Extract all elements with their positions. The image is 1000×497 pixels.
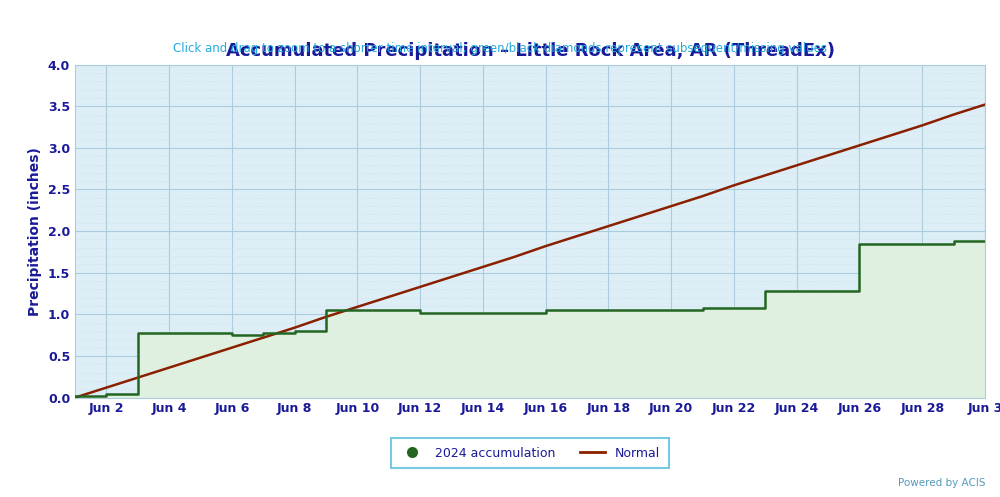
Legend: 2024 accumulation, Normal: 2024 accumulation, Normal xyxy=(395,442,665,465)
Y-axis label: Precipitation (inches): Precipitation (inches) xyxy=(28,147,42,316)
Text: Powered by ACIS: Powered by ACIS xyxy=(898,478,985,488)
Text: Click and drag to zoom to a shorter time interval; green/black diamonds represen: Click and drag to zoom to a shorter time… xyxy=(173,42,827,55)
Title: Accumulated Precipitation – Little Rock Area, AR (ThreadEx): Accumulated Precipitation – Little Rock … xyxy=(226,42,834,60)
